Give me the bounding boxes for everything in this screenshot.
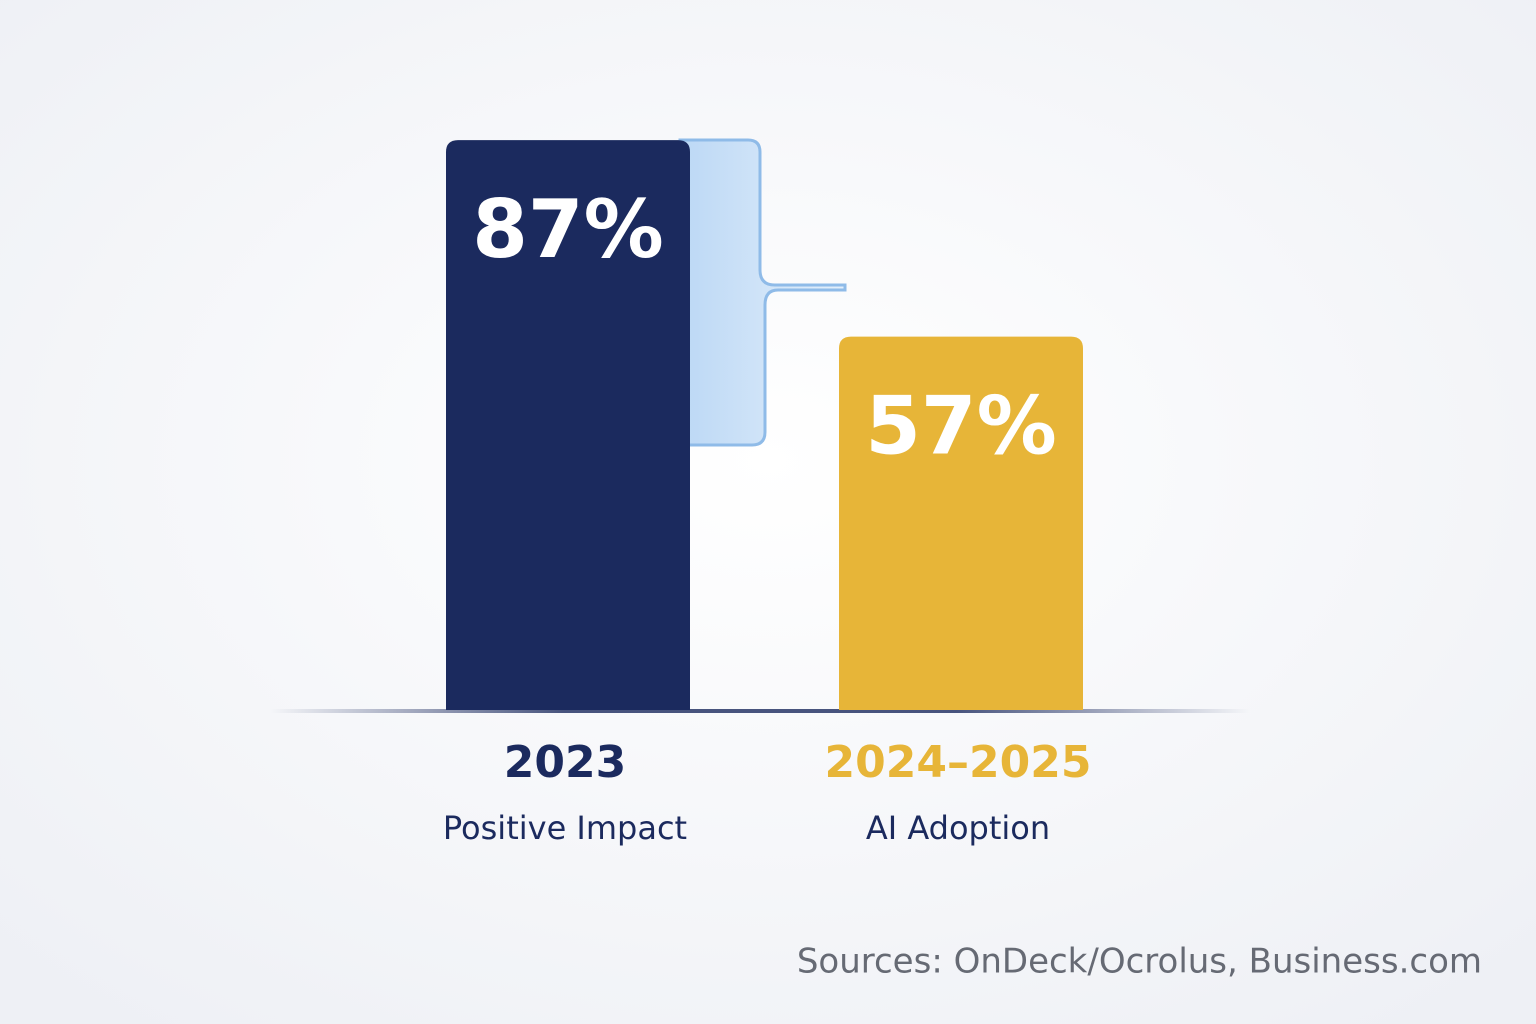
category-label: 2023 <box>504 737 626 788</box>
category-label: 2024–2025 <box>825 737 1092 788</box>
baseline <box>270 709 1250 713</box>
value-label: 57% <box>865 380 1056 473</box>
connector <box>678 138 847 447</box>
category-sublabel: AI Adoption <box>866 809 1050 847</box>
category-sublabel: Positive Impact <box>443 809 687 847</box>
bar <box>446 140 690 710</box>
bar <box>839 336 1083 710</box>
plot: 87% 2023 Positive Impact 57% 2024–2025 AI Ado… <box>443 140 1092 847</box>
value-label: 87% <box>472 183 663 276</box>
source: Sources: OnDeck/Ocrolus, Business.com <box>797 942 1482 982</box>
